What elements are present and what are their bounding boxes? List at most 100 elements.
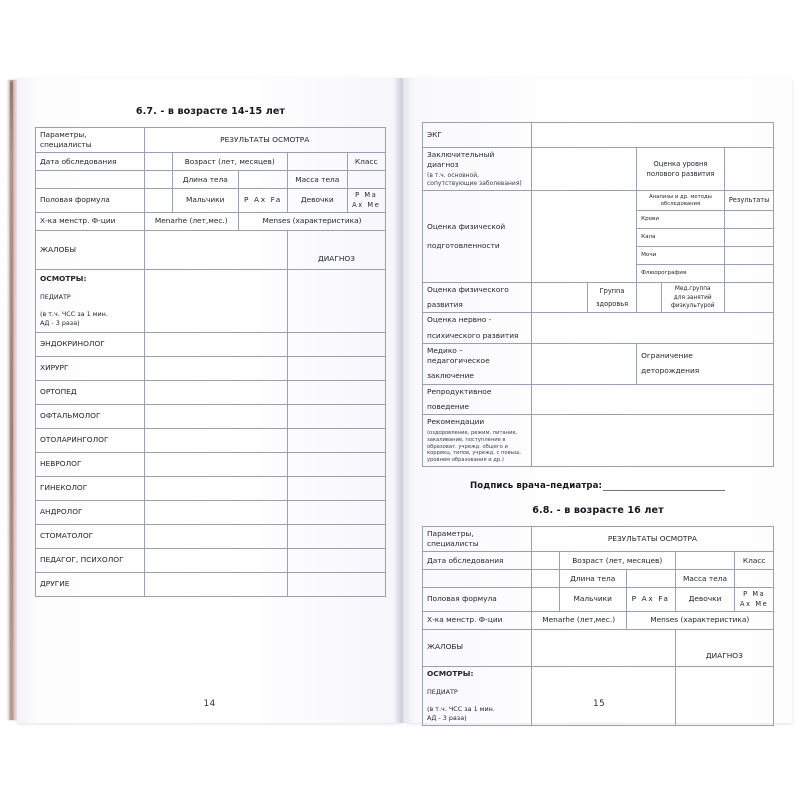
- birth-limit-label-cell: Ограничение деторождения: [636, 342, 774, 385]
- girls-label: Девочки: [674, 587, 736, 612]
- complaints-value-cell[interactable]: [530, 628, 676, 667]
- left-page: 6.7. - в возрасте 14-15 лет Параметры, с…: [17, 78, 402, 723]
- specialist-extra-cell[interactable]: [287, 547, 386, 573]
- specialist-extra-cell[interactable]: [287, 331, 386, 357]
- left-section-title: 6.7. - в возрасте 14-15 лет: [135, 106, 286, 117]
- table-row: Х-ка менстр. Ф-ции Menarhe (лет,мес.) Me…: [35, 211, 386, 231]
- table-row: Параметры, специалисты РЕЗУЛЬТАТЫ ОСМОТР…: [422, 525, 775, 553]
- physical-dev-line-2: развития: [427, 300, 463, 310]
- specialist-value-cell[interactable]: [143, 475, 288, 501]
- specialist-extra-cell[interactable]: [287, 379, 386, 405]
- specialist-extra-cell[interactable]: [287, 571, 386, 597]
- med-group-value-cell[interactable]: [723, 282, 775, 314]
- recommendations-value-cell[interactable]: [530, 414, 775, 467]
- specialist-extra-cell[interactable]: [287, 355, 386, 381]
- pediatrician-note-2: АД - 3 раза): [40, 319, 80, 328]
- date-label: Дата обследования: [422, 551, 532, 571]
- final-diagnosis-value-cell[interactable]: [530, 146, 638, 192]
- analysis-fluorography-result-cell[interactable]: [723, 264, 775, 284]
- params-header: Параметры, специалисты: [35, 126, 145, 154]
- results-header: РЕЗУЛЬТАТЫ ОСМОТРА: [143, 126, 386, 154]
- left-exam-table: Параметры, специалисты РЕЗУЛЬТАТЫ ОСМОТР…: [35, 126, 386, 270]
- specialist-extra-cell[interactable]: [287, 427, 386, 453]
- height-value-cell[interactable]: [625, 569, 676, 589]
- specialist-extra-cell[interactable]: [287, 499, 386, 525]
- height-value-cell[interactable]: [238, 170, 288, 190]
- table-row: ЭКГ: [422, 122, 775, 148]
- analysis-urine-result-cell[interactable]: [723, 246, 775, 266]
- pediatrician-value-cell[interactable]: [143, 268, 288, 333]
- analysis-stool-label: Кала: [636, 228, 725, 248]
- analysis-blood-result-cell[interactable]: [723, 210, 775, 230]
- pediatrician-value-cell[interactable]: [530, 665, 676, 726]
- neuro-dev-value-cell[interactable]: [530, 312, 775, 344]
- sexual-dev-value-cell[interactable]: [723, 146, 775, 192]
- sex-formula-blank[interactable]: [530, 587, 560, 612]
- params-header: Параметры, специалисты: [422, 525, 532, 553]
- specialist-value-cell[interactable]: [143, 523, 288, 549]
- table-row: Оценка физического развития Группа здоро…: [422, 282, 775, 314]
- physical-dev-value-cell[interactable]: [530, 282, 588, 314]
- pediatrician-extra-cell[interactable]: [674, 665, 775, 726]
- table-row: СТОМАТОЛОГ: [35, 523, 386, 549]
- analysis-stool-result-cell[interactable]: [723, 228, 775, 248]
- boys-scale: P Ax Fa: [238, 188, 288, 213]
- age-value-cell[interactable]: [674, 551, 736, 571]
- date-value-cell[interactable]: [143, 152, 173, 172]
- specialist-extra-cell[interactable]: [287, 451, 386, 477]
- complaints-value-cell[interactable]: [143, 229, 288, 270]
- specialist-extra-cell[interactable]: [287, 475, 386, 501]
- specialist-value-cell[interactable]: [143, 355, 288, 381]
- table-row: Оценка физической подготовленности Анали…: [422, 190, 775, 284]
- specialist-value-cell[interactable]: [143, 499, 288, 525]
- weight-label: Масса тела: [287, 170, 348, 190]
- age-value-cell[interactable]: [287, 152, 348, 172]
- specialist-value-cell[interactable]: [143, 331, 288, 357]
- right-exam-table: Параметры, специалисты РЕЗУЛЬТАТЫ ОСМОТР…: [422, 525, 775, 726]
- specialist-value-cell[interactable]: [143, 451, 288, 477]
- reproductive-value-cell[interactable]: [530, 383, 775, 416]
- blank-cell[interactable]: [530, 569, 560, 589]
- physical-fitness-value-cell[interactable]: [530, 190, 638, 284]
- physical-fitness-line-2: подготовленности: [427, 240, 500, 250]
- right-page-number: 15: [592, 699, 606, 709]
- specialist-value-cell[interactable]: [143, 403, 288, 429]
- table-row: ЭНДОКРИНОЛОГ: [35, 331, 386, 357]
- sidebar-item-andrologist: АНДРОЛОГ: [35, 499, 145, 525]
- sex-formula-label: Половая формула: [422, 587, 532, 612]
- table-row: Длина тела Масса тела: [35, 170, 386, 190]
- table-row: Репродуктивное поведение: [422, 383, 775, 416]
- med-group-line-2: для занятий: [673, 294, 712, 301]
- weight-value-cell[interactable]: [346, 170, 386, 190]
- table-row: Х-ка менстр. Ф-ции Menarhe (лет,мес.) Me…: [422, 610, 775, 630]
- ecg-value-cell[interactable]: [530, 122, 775, 148]
- specialist-extra-cell[interactable]: [287, 403, 386, 429]
- exams-header: ОСМОТРЫ:: [40, 273, 87, 283]
- results-header: РЕЗУЛЬТАТЫ ОСМОТРА: [530, 525, 775, 553]
- age-label: Возраст (лет, месяцев): [558, 551, 676, 571]
- final-diagnosis-label-cell: Заключительный диагноз (в т.ч. основной,…: [422, 146, 532, 192]
- date-value-cell[interactable]: [530, 551, 560, 571]
- book-spine-edge-shadow: [10, 82, 13, 718]
- boys-scale: P Ax Fa: [625, 587, 676, 612]
- health-group-line-1: Группа: [599, 286, 625, 295]
- blank-cell[interactable]: [143, 170, 173, 190]
- med-pedagogic-value-cell[interactable]: [530, 342, 638, 385]
- age-label: Возраст (лет, месяцев): [171, 152, 288, 172]
- table-row: Оценка нервно - психического развития: [422, 312, 775, 344]
- specialist-extra-cell[interactable]: [287, 523, 386, 549]
- girls-scale: P Ma Ax Me: [346, 188, 386, 213]
- table-row: Параметры, специалисты РЕЗУЛЬТАТЫ ОСМОТР…: [35, 126, 386, 154]
- signature-input-line[interactable]: [603, 481, 726, 491]
- pediatrician-extra-cell[interactable]: [287, 268, 386, 333]
- specialist-value-cell[interactable]: [143, 379, 288, 405]
- health-group-label: Группа здоровья: [586, 282, 638, 314]
- specialist-value-cell[interactable]: [143, 547, 288, 573]
- health-group-value-cell[interactable]: [636, 282, 662, 314]
- table-row: НЕВРОЛОГ: [35, 451, 386, 477]
- sidebar-item-gynecologist: ГИНЕКОЛОГ: [35, 475, 145, 501]
- specialist-value-cell[interactable]: [143, 571, 288, 597]
- weight-value-cell[interactable]: [734, 569, 774, 589]
- sex-formula-blank[interactable]: [143, 188, 173, 213]
- specialist-value-cell[interactable]: [143, 427, 288, 453]
